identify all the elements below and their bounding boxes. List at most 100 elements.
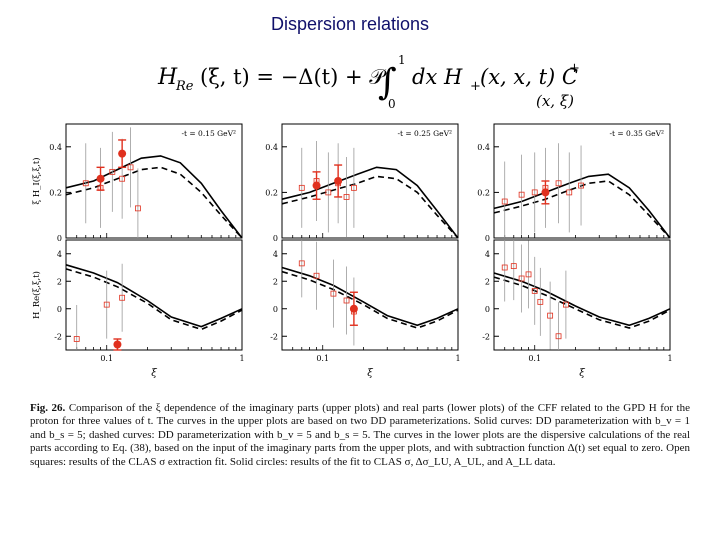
y-tick-label: 0.4 — [265, 143, 278, 152]
open-square-point — [525, 271, 532, 278]
open-square-point — [330, 290, 337, 297]
panel-t-label: -t = 0.35 GeV² — [609, 129, 664, 138]
int-lower: 0 — [388, 97, 396, 111]
open-square-point — [518, 191, 525, 198]
panel-t-label: -t = 0.25 GeV² — [397, 129, 452, 138]
figure-caption: Fig. 26. Comparison of the ξ dependence … — [30, 402, 690, 469]
dashed-curve — [493, 276, 671, 329]
int-upper: 1 — [398, 53, 406, 67]
y-tick-label: 0.4 — [49, 143, 62, 152]
solid-circle-point — [312, 181, 321, 190]
x-axis-label: ξ — [579, 368, 585, 379]
solid-curve — [493, 272, 671, 327]
panel-t-label: -t = 0.15 GeV² — [181, 129, 236, 138]
x-axis-label: ξ — [151, 368, 157, 379]
solid-curve — [281, 266, 459, 327]
caption-text: Comparison of the ξ dependence of the im… — [30, 402, 691, 468]
solid-circle-point — [113, 340, 122, 349]
formula-lhs-sub: Re — [175, 79, 194, 94]
panel-1-upper: 0.4 0.2 0 -t = 0.15 GeV² — [49, 123, 243, 243]
open-square-point — [73, 336, 80, 342]
figure-plots: 0.4 0.2 0 -t = 0.15 GeV² 4 2 0 -2 0.1 1 ξ 0.4 0.2 0 -t… — [28, 118, 700, 390]
x-axis-label: ξ — [367, 368, 373, 379]
y-tick-label: 0 — [485, 305, 490, 314]
open-square-point — [103, 301, 110, 308]
open-square-point — [518, 275, 525, 282]
open-square-point — [109, 168, 116, 175]
panel-3-upper: 0.4 0.2 0 -t = 0.35 GeV² — [477, 123, 671, 243]
formula-integrand-args: (x, x, t) C — [480, 65, 578, 89]
formula-integrand: dx H — [412, 65, 463, 89]
open-square-point — [313, 272, 320, 279]
y-tick-label: 4 — [485, 250, 490, 259]
open-square-point — [119, 294, 126, 301]
open-square-point — [578, 182, 584, 189]
solid-circle-point — [349, 304, 358, 313]
solid-curve — [65, 264, 243, 328]
open-square-point — [298, 184, 305, 191]
solid-curve — [493, 173, 671, 239]
open-square-point — [531, 287, 538, 294]
plot-frame — [65, 239, 243, 351]
open-square-point — [343, 297, 350, 304]
open-square-point — [531, 189, 538, 196]
y-tick-label: -2 — [54, 332, 62, 341]
open-square-point — [298, 260, 305, 267]
dashed-curve — [281, 270, 459, 329]
panel-2-lower: 4 2 0 -2 — [270, 239, 459, 351]
formula-c-sup: + — [569, 61, 580, 76]
open-square-point — [119, 175, 126, 182]
x-tick-label: 0.1 — [316, 354, 329, 363]
y-tick-label: 2 — [485, 277, 490, 286]
formula-c-args: (x, ξ) — [536, 92, 574, 110]
open-square-point — [510, 263, 517, 270]
plot-frame — [493, 123, 671, 239]
solid-circle-point — [96, 174, 105, 183]
open-square-point — [134, 205, 141, 212]
open-square-point — [547, 312, 554, 319]
y-tick-label: 0 — [273, 234, 278, 243]
open-square-point — [566, 189, 573, 196]
open-square-point — [562, 301, 569, 308]
y-tick-label: 0 — [485, 234, 490, 243]
y-tick-label: 0 — [57, 305, 62, 314]
panel-2-upper: 0.4 0.2 0 -t = 0.25 GeV² — [265, 123, 459, 243]
solid-circle-point — [118, 149, 127, 158]
plot-frame — [281, 123, 459, 239]
dashed-curve — [281, 175, 459, 239]
solid-curve — [281, 166, 459, 239]
solid-circle-point — [334, 177, 343, 185]
formula-integrand-sub: + — [470, 79, 481, 94]
x-tick-label: 1 — [667, 354, 672, 363]
formula-lhs: H — [157, 65, 178, 90]
open-square-point — [350, 184, 357, 191]
x-tick-label: 0.1 — [100, 354, 113, 363]
plot-frame — [493, 239, 671, 351]
open-square-point — [555, 333, 562, 340]
x-tick-label: 1 — [455, 354, 460, 363]
integral-sign: ∫ — [378, 62, 397, 103]
slide-title: Dispersion relations — [270, 14, 430, 34]
y-tick-label: 0.2 — [49, 188, 62, 197]
x-tick-label: 1 — [239, 354, 244, 363]
panel-1-lower: 4 2 0 -2 — [54, 239, 243, 351]
y-tick-label: 0.4 — [477, 143, 490, 152]
y-tick-label: 0.2 — [477, 188, 490, 197]
open-square-point — [343, 194, 350, 200]
plot-frame — [281, 239, 459, 351]
y-tick-label: 0 — [273, 305, 278, 314]
panel-3-lower: 4 2 0 -2 — [482, 239, 671, 351]
open-square-point — [127, 164, 134, 171]
open-square-point — [501, 264, 508, 271]
y-tick-label: 0.2 — [265, 188, 278, 197]
open-square-point — [501, 198, 508, 205]
y-tick-label: 4 — [273, 250, 278, 259]
dispersion-formula: H Re (ξ, t) = −Δ(t) + 𝒫 ∫ 1 0 dx H + (x,… — [150, 48, 590, 112]
dashed-curve — [493, 180, 671, 239]
y-tick-label: -2 — [482, 332, 490, 341]
lower-y-axis-label: H_Re(ξ,ξ,t) — [31, 271, 42, 319]
open-square-point — [555, 180, 562, 187]
open-square-point — [325, 189, 332, 196]
upper-y-axis-label: ξ H_I(ξ,ξ,t) — [31, 157, 42, 204]
plot-frame — [65, 123, 243, 239]
